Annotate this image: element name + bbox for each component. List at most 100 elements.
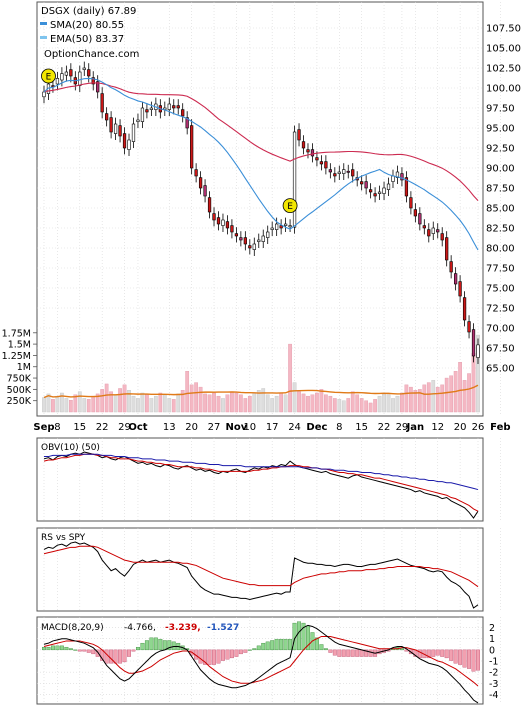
candle-body (207, 197, 212, 213)
date-tick-label: 29 (118, 422, 131, 433)
volume-bar (395, 395, 400, 413)
candle-body (436, 229, 440, 233)
volume-bar (440, 384, 445, 413)
volume-tick-label: 1M (17, 362, 31, 373)
macd-histogram-bar (122, 649, 127, 663)
macd-histogram-bar (364, 649, 369, 657)
volume-bar (140, 392, 145, 413)
volume-bar (109, 391, 113, 413)
macd-histogram-bar (399, 648, 404, 651)
volume-bar (167, 398, 172, 413)
volume-bar (256, 390, 261, 413)
candle-body (100, 93, 104, 113)
volume-bar (194, 382, 198, 413)
candle-body (118, 125, 122, 137)
volume-bar (185, 371, 190, 413)
candle-body (64, 71, 68, 76)
volume-bar (118, 388, 122, 413)
earnings-marker-label: E (46, 73, 52, 83)
volume-bar (243, 398, 248, 413)
candle-body (122, 133, 127, 149)
macd-histogram-bar (55, 645, 60, 651)
candle-body (467, 321, 471, 333)
date-tick-label: Oct (128, 422, 147, 433)
date-tick-label: 22 (378, 422, 391, 433)
candle-body (261, 235, 265, 242)
price-tick-label: 92.50 (486, 144, 515, 155)
obv-panel-frame (36, 437, 484, 522)
macd-histogram-bar (203, 649, 208, 665)
macd-histogram-bar (229, 649, 234, 659)
rs-line (43, 541, 479, 609)
candle-body (167, 103, 171, 110)
candle-body (476, 344, 480, 358)
macd-histogram-bar (216, 649, 221, 664)
candle-body (292, 131, 297, 228)
candle-body (243, 237, 247, 245)
date-tick-label: 15 (73, 422, 86, 433)
candle-body (275, 223, 279, 230)
macd-histogram-bar (207, 649, 212, 665)
volume-bar (239, 394, 243, 413)
volume-bar (297, 391, 301, 413)
volume-bar (431, 380, 436, 413)
volume-bar (301, 393, 306, 413)
volume-bar (283, 394, 288, 413)
volume-bar (346, 398, 351, 413)
candle-body (181, 109, 185, 117)
candle-body (328, 169, 332, 173)
date-tick-label: Nov (226, 422, 248, 433)
candle-body (82, 67, 86, 70)
macd-histogram-bar (68, 648, 73, 651)
macd-histogram-bar (471, 649, 476, 672)
volume-bar (91, 395, 96, 413)
candle-body (382, 187, 386, 194)
sma-legend-label: SMA(20) 80.55 (50, 20, 124, 31)
macd-histogram-bar (135, 646, 140, 651)
volume-tick-label: 750K (7, 374, 32, 385)
macd-signal-line (43, 635, 479, 687)
volume-bar (247, 395, 252, 413)
macd-histogram-bar (86, 649, 91, 653)
macd-histogram-bar (131, 649, 136, 652)
volume-bar (100, 389, 105, 413)
volume-bar (162, 394, 167, 413)
price-tick-label: 67.50 (486, 344, 515, 355)
macd-histogram-bar (198, 649, 203, 664)
volume-bar (86, 399, 91, 413)
candle-body (386, 183, 391, 190)
candle-body (60, 73, 64, 81)
macd-histogram-bar (162, 640, 167, 651)
macd-histogram-bar (417, 649, 422, 659)
volume-bar (252, 392, 257, 413)
candle-body (297, 129, 301, 141)
macd-histogram-bar (458, 649, 463, 665)
candle-body (283, 223, 288, 226)
volume-bar (426, 382, 431, 413)
volume-bar (198, 386, 203, 413)
macd-histogram-bar (50, 645, 55, 651)
volume-bar (68, 400, 73, 413)
watermark: OptionChance.com (44, 49, 139, 60)
macd-histogram-bar (435, 649, 440, 656)
macd-histogram-bar (297, 621, 302, 651)
price-tick-label: 97.50 (486, 104, 515, 115)
volume-bar (444, 377, 449, 413)
macd-histogram-bar (153, 637, 158, 651)
ema-line (43, 82, 479, 201)
volume-bar (158, 392, 163, 413)
volume-bar (368, 402, 373, 413)
price-tick-label: 95.00 (486, 124, 515, 135)
macd-tick-label: -3 (489, 679, 498, 690)
macd-histogram-bar (158, 638, 163, 651)
volume-bar (328, 395, 333, 413)
macd-histogram-bar (91, 649, 96, 655)
candle-body (131, 123, 136, 142)
candle-body (149, 107, 154, 110)
candle-body (373, 193, 377, 197)
volume-bar (73, 394, 78, 413)
volume-bar (189, 384, 194, 413)
date-tick-label: 20 (185, 422, 198, 433)
candle-body (333, 173, 337, 177)
